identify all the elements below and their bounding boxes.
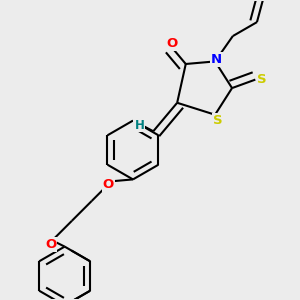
Text: O: O [103,178,114,191]
Text: O: O [166,37,178,50]
Text: O: O [45,238,56,250]
Text: S: S [257,73,266,86]
Text: S: S [213,114,223,127]
Text: H: H [134,118,144,132]
Text: N: N [211,53,222,66]
